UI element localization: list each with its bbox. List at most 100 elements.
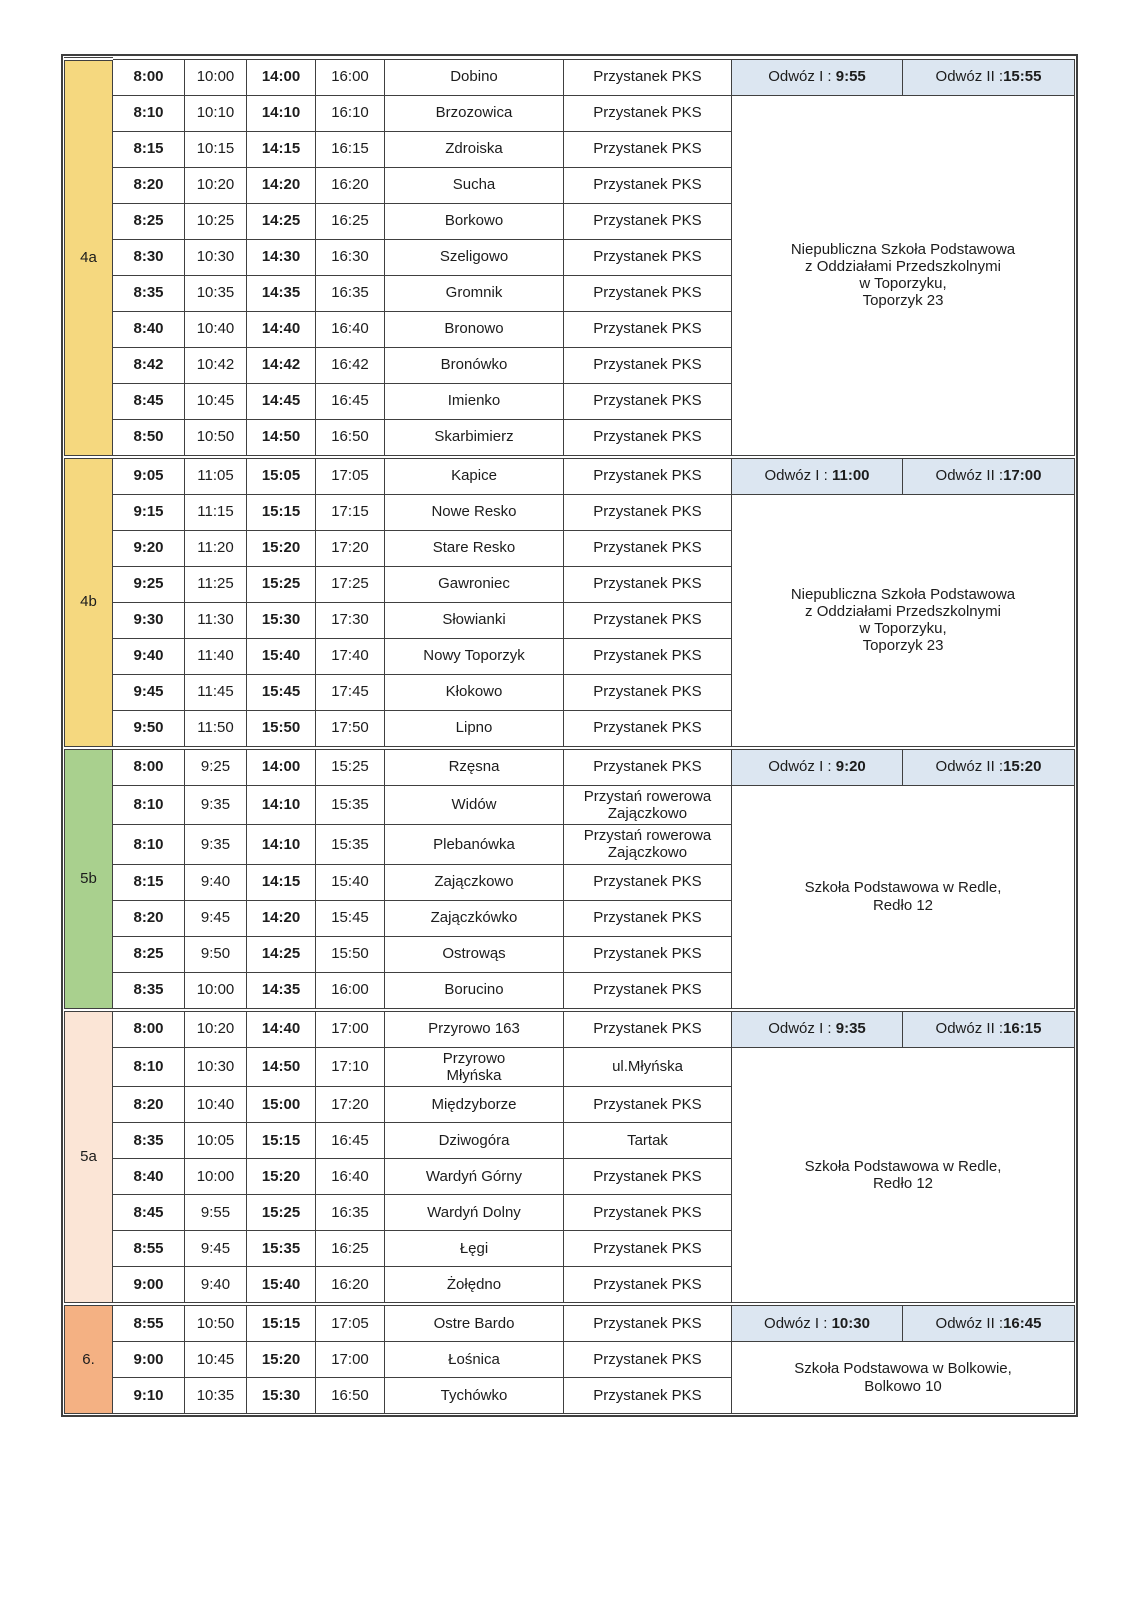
time-cell: 14:15 [246,130,316,168]
time-cell: 10:00 [184,58,247,96]
time-cell: 9:35 [184,824,247,865]
stop-cell: Przystanek PKS [563,238,732,276]
time-cell: 8:40 [112,310,185,348]
timetable-row: 8:10 9:35 14:10 15:35 Widów Przystań rowerowa… [65,784,1075,1010]
time-cell: 15:50 [246,709,316,748]
odwoz-time: 11:00 [831,467,870,485]
place-cell: Zajączkowo [384,863,564,901]
time-cell: 17:40 [315,637,385,675]
time-cell: 10:42 [184,346,247,384]
place-cell: Zajączkówko [384,899,564,937]
time-cell: 14:40 [246,1007,316,1048]
time-cell: 15:40 [246,637,316,675]
time-cell: 8:00 [112,58,185,96]
place-cell: Plebanówka [384,824,564,865]
place-cell: Imienko [384,382,564,420]
place-cell: Dobino [384,58,564,96]
place-cell: Gawroniec [384,565,564,603]
time-cell: 10:20 [184,1007,247,1048]
time-cell: 8:15 [112,863,185,901]
time-cell: 15:15 [246,493,316,531]
time-cell: 14:15 [246,863,316,901]
time-cell: 8:55 [112,1302,185,1342]
stop-cell: Przystań rowerowa Zajączkowo [563,784,732,825]
timetable-row: 8:50 10:50 14:50 16:50 Skarbimierz Przystanek… [65,418,1075,457]
time-cell: 9:50 [112,709,185,748]
place-cell: Widów [384,784,564,825]
time-cell: 10:30 [184,1046,247,1087]
time-cell: 17:05 [315,454,385,495]
timetable-row: 9:45 11:45 15:45 17:45 Kłokowo Przystanek PKS [65,673,1075,711]
time-cell: 10:50 [184,1302,247,1342]
time-cell: 14:20 [246,899,316,937]
time-cell: 14:25 [246,935,316,973]
stop-cell: Przystanek PKS [563,709,732,748]
section-label-6: 6. [64,1302,113,1414]
time-cell: 9:40 [112,637,185,675]
timetable-row: 9:40 11:40 15:40 17:40 Nowy Toporzyk Przystan… [65,637,1075,675]
place-cell: Wardyń Górny [384,1158,564,1195]
time-cell: 16:45 [315,1122,385,1159]
time-cell: 8:20 [112,1086,185,1123]
timetable-row: 9:25 11:25 15:25 17:25 Gawroniec Przystanek P… [65,565,1075,603]
stop-cell: Przystanek PKS [563,971,732,1010]
odwoz-label: Odwóz II : [935,1020,1004,1038]
place-cell: Skarbimierz [384,418,564,457]
time-cell: 8:25 [112,935,185,973]
time-cell: 15:20 [246,1158,316,1195]
place-cell: Brzozowica [384,94,564,132]
time-cell: 10:40 [184,1086,247,1123]
school-cell: Niepubliczna Szkoła Podstawowa z Oddział… [731,94,1075,457]
stop-cell: Przystanek PKS [563,1194,732,1231]
time-cell: 9:20 [112,529,185,567]
place-cell: Nowe Resko [384,493,564,531]
time-cell: 17:50 [315,709,385,748]
time-cell: 16:50 [315,418,385,457]
time-cell: 15:00 [246,1086,316,1123]
stop-cell: Przystanek PKS [563,863,732,901]
timetable-row: 8:25 9:50 14:25 15:50 Ostrowąs Przystanek PKS [65,935,1075,973]
stop-cell: Przystanek PKS [563,565,732,603]
time-cell: 8:00 [112,745,185,786]
time-cell: 9:00 [112,1266,185,1305]
time-cell: 14:10 [246,824,316,865]
time-cell: 10:25 [184,202,247,240]
odwoz-time: 9:55 [835,68,866,86]
place-cell: Ostrowąs [384,935,564,973]
stop-cell: Przystanek PKS [563,1007,732,1048]
timetable-row: 9:00 10:45 15:20 17:00 Łośnica Przystanek PKS… [65,1341,1075,1414]
time-cell: 10:40 [184,310,247,348]
time-cell: 17:05 [315,1302,385,1342]
stop-cell: Przystań rowerowa Zajączkowo [563,824,732,865]
time-cell: 15:15 [246,1122,316,1159]
time-cell: 16:25 [315,202,385,240]
odwoz-label: Odwóz II : [935,1314,1004,1332]
stop-cell: Przystanek PKS [563,1377,732,1414]
odwoz-1-header: Odwóz I : 9:20 [731,745,903,786]
odwoz-label: Odwóz I : [768,758,836,776]
time-cell: 8:10 [112,824,185,865]
time-cell: 15:40 [246,1266,316,1305]
school-cell: Szkoła Podstawowa w Redle, Redło 12 [731,784,1075,1010]
place-cell: Lipno [384,709,564,748]
time-cell: 16:35 [315,274,385,312]
place-cell: Międzyborze [384,1086,564,1123]
time-cell: 11:05 [184,454,247,495]
time-cell: 14:50 [246,418,316,457]
timetable-row: 9:20 11:20 15:20 17:20 Stare Resko Przystanek… [65,529,1075,567]
time-cell: 14:30 [246,238,316,276]
time-cell: 14:35 [246,274,316,312]
place-cell: Nowy Toporzyk [384,637,564,675]
place-cell: Sucha [384,166,564,204]
timetable-row: 8:10 10:10 14:10 16:10 Brzozowica Przystanek … [65,94,1075,457]
time-cell: 14:35 [246,971,316,1010]
place-cell: Zdroiska [384,130,564,168]
stop-cell: Przystanek PKS [563,58,732,96]
stop-cell: Przystanek PKS [563,899,732,937]
stop-cell: Przystanek PKS [563,94,732,132]
time-cell: 17:30 [315,601,385,639]
place-cell: Dziwogóra [384,1122,564,1159]
place-cell: Borkowo [384,202,564,240]
timetable-row: 8:10 10:30 14:50 17:10 Przyrowo Młyńska ul.Mł… [65,1046,1075,1305]
